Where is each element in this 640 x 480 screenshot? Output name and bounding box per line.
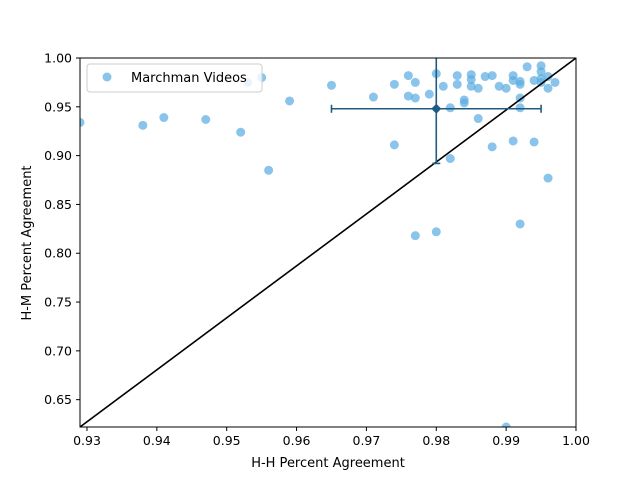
scatter-point — [466, 74, 476, 84]
axes-frame — [79, 57, 577, 428]
scatter-point — [536, 74, 546, 83]
scatter-point — [452, 71, 462, 81]
x-tick-label: 0.95 — [213, 433, 241, 448]
scatter-point — [487, 71, 497, 81]
scatter-point — [138, 120, 148, 130]
y-tick-label: 0.70 — [44, 343, 72, 358]
scatter-point — [445, 154, 455, 164]
scatter-point — [403, 71, 413, 81]
scatter-point — [501, 422, 511, 427]
legend-marker — [102, 72, 112, 82]
scatter-point — [466, 81, 476, 91]
scatter-point — [410, 93, 420, 103]
y-tick-label: 0.80 — [44, 246, 72, 261]
y-tick-label: 0.90 — [44, 148, 72, 163]
scatter-point — [236, 127, 246, 137]
scatter-point — [403, 91, 413, 101]
summary-point-marker — [431, 103, 442, 114]
scatter-point — [480, 72, 490, 82]
y-tick-label: 0.65 — [44, 392, 72, 407]
summary-errorbar — [330, 58, 542, 165]
scatter-point — [389, 79, 399, 89]
x-tick-label: 0.99 — [492, 433, 520, 448]
x-axis-label: H-H Percent Agreement — [251, 456, 405, 471]
scatter-point — [536, 61, 546, 71]
scatter-point — [543, 72, 553, 82]
scatter-point — [459, 95, 469, 105]
scatter-point — [159, 113, 169, 123]
scatter-point — [80, 117, 85, 127]
scatter-point — [473, 114, 483, 124]
x-tick-label: 0.94 — [143, 433, 171, 448]
scatter-point — [410, 231, 420, 241]
scatter-point — [494, 81, 504, 91]
scatter-point — [501, 83, 511, 93]
y-tick-label: 0.95 — [44, 99, 72, 114]
scatter-point — [522, 62, 532, 72]
scatter-point — [285, 96, 295, 106]
y-axis-label: H-M Percent Agreement — [20, 165, 35, 320]
scatter-point — [264, 165, 274, 175]
scatter-point — [326, 80, 336, 90]
scatter-point — [201, 115, 211, 124]
y-tick-label: 1.00 — [44, 51, 72, 66]
scatter-point — [445, 103, 455, 113]
y-tick-label: 0.75 — [44, 295, 72, 310]
scatter-point — [487, 142, 497, 152]
scatter-point — [473, 83, 483, 93]
x-tick-label: 1.00 — [562, 433, 590, 448]
scatter-point — [515, 103, 525, 113]
legend-box — [86, 63, 263, 93]
scatter-point — [543, 173, 553, 183]
scatter-point — [431, 227, 441, 237]
scatter-point — [550, 77, 560, 87]
scatter-point — [438, 81, 448, 91]
legend: Marchman Videos — [86, 63, 263, 93]
scatter-point — [368, 92, 378, 102]
scatter-point — [529, 137, 539, 147]
scatter-point — [515, 79, 525, 89]
diagonal-line — [80, 58, 576, 427]
scatter-point — [508, 136, 518, 146]
axis-ticks: 0.93 0.94 0.95 0.96 0.97 0.98 0.99 1.00 0.65 0.70… — [44, 51, 590, 449]
scatter-point — [452, 79, 462, 89]
x-tick-label: 0.93 — [73, 433, 101, 448]
scatter-point — [410, 77, 420, 87]
scatter-point — [515, 219, 525, 229]
scatter-point — [529, 75, 539, 85]
legend-entry-label: Marchman Videos — [131, 71, 247, 86]
scatter-point — [508, 75, 518, 85]
scatter-point — [389, 140, 399, 150]
scatter-point — [424, 89, 434, 99]
x-tick-label: 0.98 — [422, 433, 450, 448]
scatter-point — [543, 83, 553, 93]
x-tick-label: 0.96 — [283, 433, 311, 448]
y-tick-label: 0.85 — [44, 197, 72, 212]
x-tick-label: 0.97 — [353, 433, 381, 448]
